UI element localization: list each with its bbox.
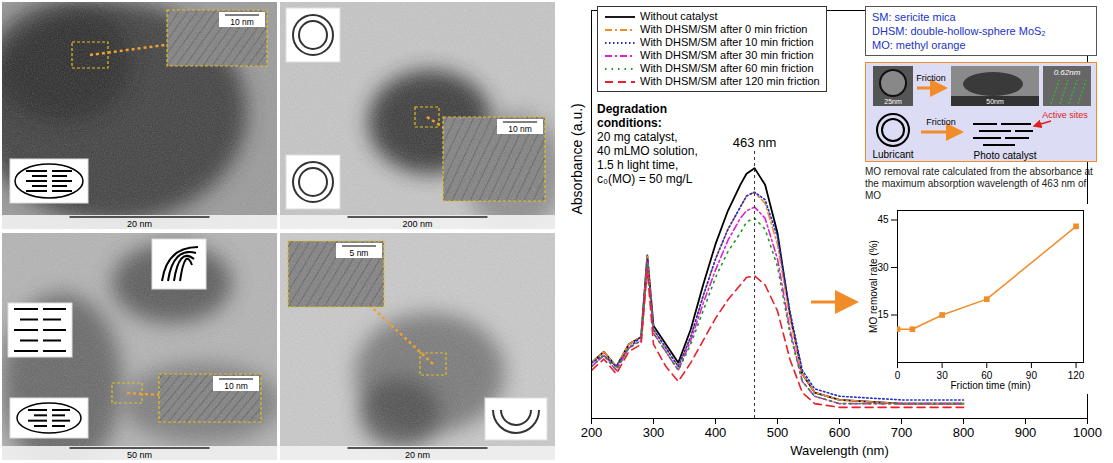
svg-text:30: 30 xyxy=(877,262,889,273)
svg-text:10 nm: 10 nm xyxy=(224,381,248,391)
svg-text:45: 45 xyxy=(877,214,889,225)
svg-text:10 nm: 10 nm xyxy=(508,124,532,134)
svg-text:300: 300 xyxy=(643,425,665,440)
svg-text:0: 0 xyxy=(895,370,901,381)
svg-text:25nm: 25nm xyxy=(884,98,902,105)
html-text:Without catalyst: Without catalyst xyxy=(640,10,718,22)
html-text:20 mg catalyst,: 20 mg catalyst, xyxy=(597,130,678,144)
svg-text:50 nm: 50 nm xyxy=(127,450,152,460)
html-text:c₀(MO) = 50 mg/L: c₀(MO) = 50 mg/L xyxy=(597,172,693,186)
svg-text:Absorbance (a.u.): Absorbance (a.u.) xyxy=(569,103,585,214)
svg-text:Friction: Friction xyxy=(926,117,956,127)
svg-text:5 nm: 5 nm xyxy=(350,248,369,258)
svg-text:0.62nm: 0.62nm xyxy=(1054,68,1081,77)
html-text:1.5 h light time,: 1.5 h light time, xyxy=(597,158,679,172)
html-text:SM: sericite mica: SM: sericite mica xyxy=(872,11,956,23)
html-text:With DHSM/SM after 10 min fric: With DHSM/SM after 10 min friction xyxy=(640,36,814,48)
html-text:40 mLMO solution,: 40 mLMO solution, xyxy=(597,144,698,158)
svg-text:600: 600 xyxy=(829,425,851,440)
html-text:With DHSM/SM after 60 min fric: With DHSM/SM after 60 min friction xyxy=(640,62,814,74)
svg-text:200 nm: 200 nm xyxy=(402,219,432,229)
svg-text:Photo catalyst: Photo catalyst xyxy=(974,150,1037,161)
svg-text:700: 700 xyxy=(891,425,913,440)
svg-text:50nm: 50nm xyxy=(986,98,1004,105)
html-text:Degradation: Degradation xyxy=(597,102,667,116)
html-text:With DHSM/SM after 30 min fric: With DHSM/SM after 30 min friction xyxy=(640,49,814,61)
svg-text:Lubricant: Lubricant xyxy=(872,149,913,160)
svg-text:Wavelength (nm): Wavelength (nm) xyxy=(790,443,889,458)
svg-text:20 nm: 20 nm xyxy=(405,450,430,460)
svg-text:463 nm: 463 nm xyxy=(733,135,776,150)
svg-text:800: 800 xyxy=(953,425,975,440)
svg-text:500: 500 xyxy=(767,425,789,440)
svg-text:Friction time (min): Friction time (min) xyxy=(950,380,1030,391)
svg-text:200: 200 xyxy=(581,425,603,440)
html-text:MO removal rate calculated fro: MO removal rate calculated from the abso… xyxy=(865,166,1093,201)
html-text:With DHSM/SM after 0 min frict: With DHSM/SM after 0 min friction xyxy=(640,23,808,35)
html-text:DHSM: double-hollow-sphere MoS: DHSM: double-hollow-sphere MoS₂ xyxy=(872,25,1046,37)
svg-text:MO removal rate (%): MO removal rate (%) xyxy=(868,240,879,333)
svg-text:Active sites: Active sites xyxy=(1042,110,1088,120)
svg-text:60: 60 xyxy=(981,369,993,381)
html-text:With DHSM/SM after 120 min fri: With DHSM/SM after 120 min friction xyxy=(640,75,820,87)
svg-text:Friction: Friction xyxy=(916,73,946,83)
svg-text:90: 90 xyxy=(1025,369,1037,381)
svg-text:120: 120 xyxy=(1068,370,1085,381)
svg-text:1000: 1000 xyxy=(1073,425,1102,440)
svg-text:10 nm: 10 nm xyxy=(230,17,254,27)
html-text:MO: methyl orange: MO: methyl orange xyxy=(872,39,966,51)
svg-text:900: 900 xyxy=(1015,425,1037,440)
svg-text:30: 30 xyxy=(937,370,949,381)
html-text:conditions:: conditions: xyxy=(597,116,662,130)
svg-text:400: 400 xyxy=(705,425,727,440)
svg-text:20 nm: 20 nm xyxy=(127,219,152,229)
svg-text:15: 15 xyxy=(877,309,889,320)
